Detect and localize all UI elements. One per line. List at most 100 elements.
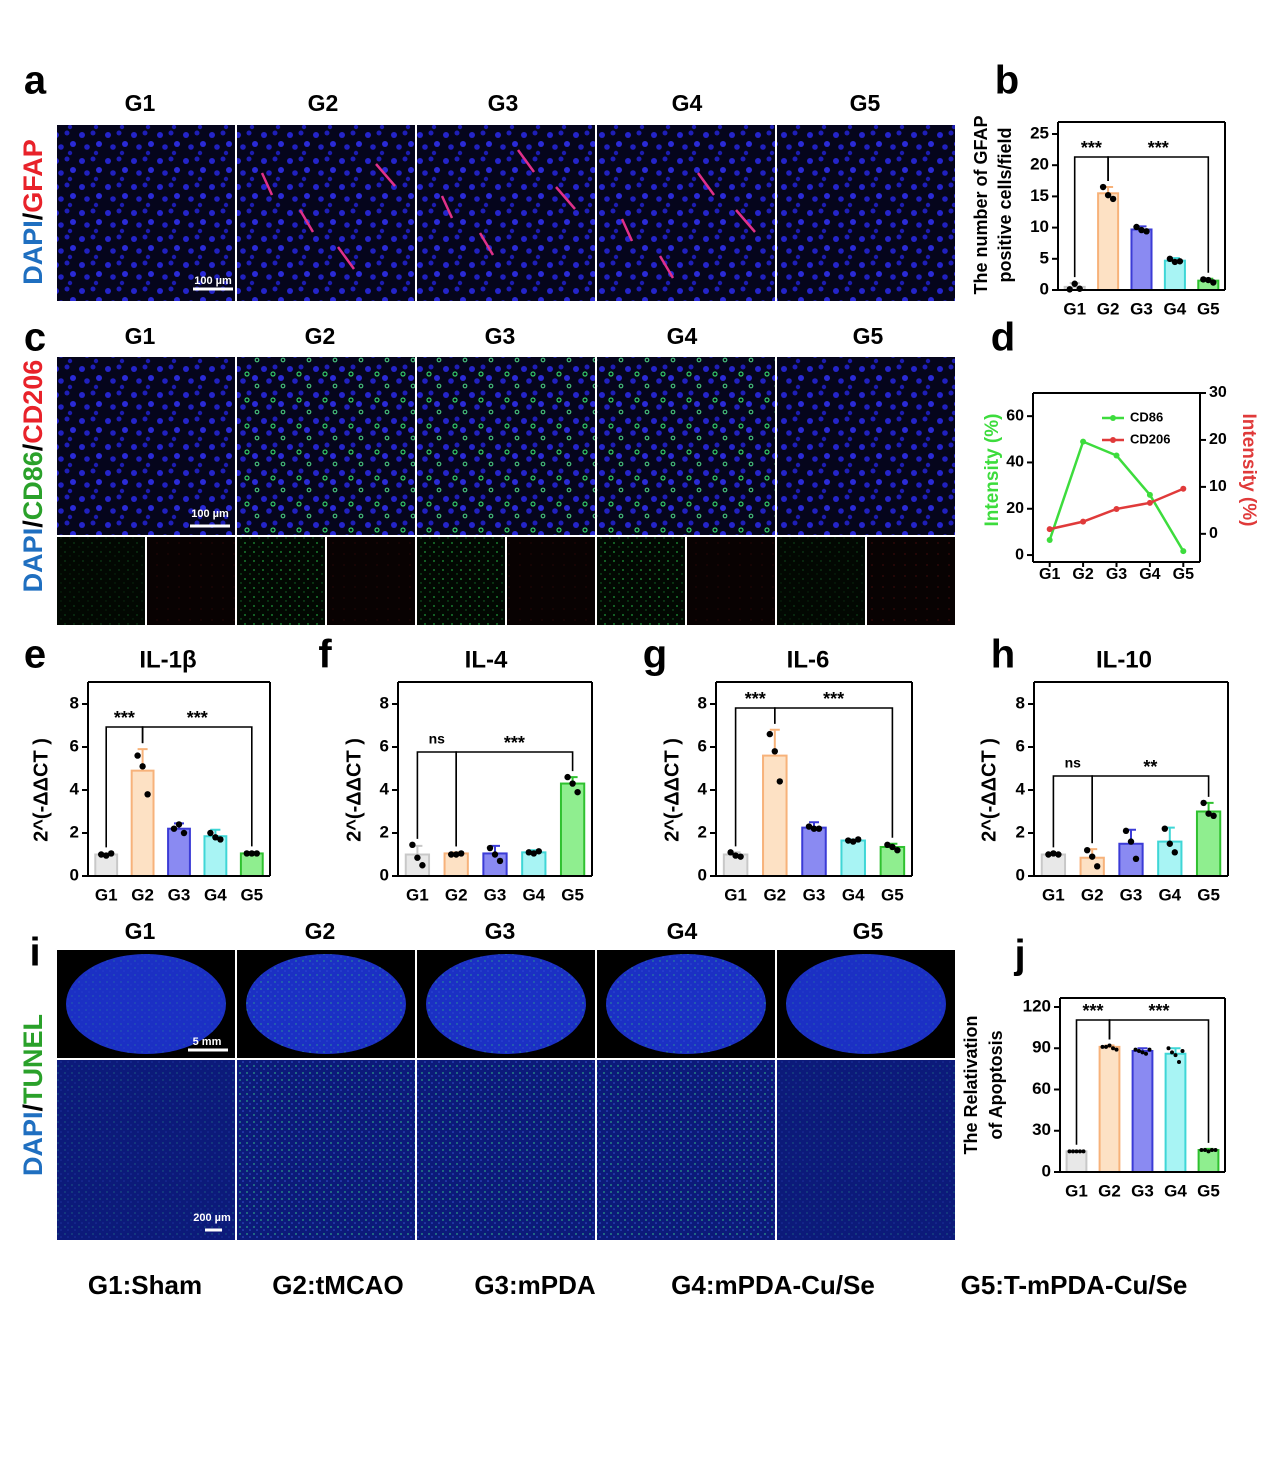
group-label: G2 xyxy=(305,918,336,944)
micrograph-cells xyxy=(57,357,235,535)
data-point xyxy=(175,821,183,828)
data-point xyxy=(574,788,581,796)
data-point xyxy=(1071,1149,1075,1154)
stain-part: DAPI xyxy=(18,220,48,285)
gfap-signal xyxy=(658,255,675,279)
panel-letter: d xyxy=(991,316,1015,360)
data-point xyxy=(732,852,739,859)
y-tick-label: 120 xyxy=(1023,996,1051,1015)
y-tick-label: 25 xyxy=(1030,123,1049,142)
y-axis-label: 2^(-ΔΔCT ) xyxy=(30,738,52,842)
y-axis-label: The Relativation xyxy=(961,1015,981,1154)
data-point xyxy=(458,850,465,857)
legend-label: CD206 xyxy=(1130,431,1170,446)
data-point xyxy=(98,851,105,858)
significance-bracket xyxy=(416,751,457,847)
significance-label: *** xyxy=(1081,138,1102,158)
panel-letter: b xyxy=(995,59,1019,103)
data-point xyxy=(1133,1047,1138,1052)
data-point xyxy=(1045,851,1052,858)
x-tick-label: G5 xyxy=(561,885,584,904)
gfap-signal xyxy=(696,172,716,196)
channel-red-signal xyxy=(327,537,415,625)
brain-section-signal xyxy=(606,954,766,1054)
data-point xyxy=(1199,1148,1204,1152)
significance-label: *** xyxy=(187,708,208,728)
data-point xyxy=(1206,1149,1211,1154)
data-point xyxy=(1100,1044,1105,1049)
y-tick-label: 8 xyxy=(698,693,707,712)
y-tick-label: 10 xyxy=(1030,217,1049,236)
x-tick-label: G3 xyxy=(803,885,826,904)
data-point xyxy=(1166,1046,1171,1051)
channel-red-signal xyxy=(687,537,775,625)
y-axis-label: 2^(-ΔΔCT ) xyxy=(343,738,365,842)
data-point xyxy=(1067,1149,1072,1154)
group-label: G1 xyxy=(125,323,156,349)
y-tick-label: 8 xyxy=(1016,693,1025,712)
x-tick-label: G3 xyxy=(1106,566,1127,583)
data-point xyxy=(170,825,178,832)
stain-part: DAPI xyxy=(18,1112,48,1177)
significance-label: ns xyxy=(1065,755,1082,771)
y2-tick-label: 0 xyxy=(1209,525,1218,542)
x-tick-label: G4 xyxy=(842,885,865,904)
y-tick-label: 5 xyxy=(1040,248,1049,267)
data-point xyxy=(1143,228,1150,235)
data-point xyxy=(815,825,823,832)
data-point xyxy=(855,836,862,843)
channel-red-signal xyxy=(147,537,235,625)
y-tick-label: 6 xyxy=(698,736,707,755)
y-tick-label: 6 xyxy=(380,736,389,755)
bar xyxy=(130,769,155,878)
brain-section-signal xyxy=(786,954,946,1054)
y-tick-label: 20 xyxy=(1030,155,1049,174)
data-point xyxy=(1104,1044,1108,1049)
y-tick-label: 4 xyxy=(698,779,708,798)
significance-label: *** xyxy=(1082,1001,1103,1021)
data-point xyxy=(1171,258,1179,266)
data-point xyxy=(1176,258,1184,265)
significance-label: *** xyxy=(745,689,766,709)
data-point xyxy=(1210,1148,1214,1152)
stain-part: / xyxy=(18,1104,48,1112)
gfap-signal xyxy=(555,186,576,210)
y-tick-label: 0 xyxy=(380,865,389,884)
brain-section-signal xyxy=(426,954,586,1054)
bar xyxy=(1164,1052,1187,1173)
data-point xyxy=(727,849,734,856)
stain-part: DAPI xyxy=(18,528,48,593)
y-tick-label: 8 xyxy=(70,693,79,712)
gfap-signal xyxy=(336,246,356,270)
panel-letter: a xyxy=(24,59,47,103)
significance-bracket xyxy=(1108,1019,1210,1143)
y-axis-label: positive cells/field xyxy=(995,127,1015,282)
y-tick-label: 6 xyxy=(1016,736,1025,755)
x-tick-label: G3 xyxy=(168,885,191,904)
data-point xyxy=(889,843,896,851)
x-tick-label: G2 xyxy=(1081,885,1104,904)
bar xyxy=(203,835,228,877)
scale-bar-label: 200 µm xyxy=(193,1212,231,1224)
data-point xyxy=(212,834,219,841)
micrograph-cells xyxy=(777,357,955,535)
x-tick-label: G4 xyxy=(1164,299,1187,318)
data-point xyxy=(766,730,773,738)
x-tick-label: G4 xyxy=(522,885,545,904)
data-point xyxy=(1180,1049,1185,1053)
line-point xyxy=(1046,526,1053,533)
data-point xyxy=(1205,276,1212,284)
data-point xyxy=(1104,191,1112,199)
data-point xyxy=(525,849,532,856)
gfap-signal xyxy=(516,149,536,173)
x-tick-label: G4 xyxy=(1158,885,1181,904)
panel-letter: i xyxy=(29,931,40,975)
data-point xyxy=(139,763,146,770)
data-point xyxy=(569,780,576,787)
x-tick-label: G2 xyxy=(131,885,154,904)
data-point xyxy=(496,857,504,865)
data-point xyxy=(884,841,891,849)
gfap-signal xyxy=(260,172,274,196)
line-point xyxy=(1180,548,1187,555)
data-point xyxy=(1127,838,1135,845)
